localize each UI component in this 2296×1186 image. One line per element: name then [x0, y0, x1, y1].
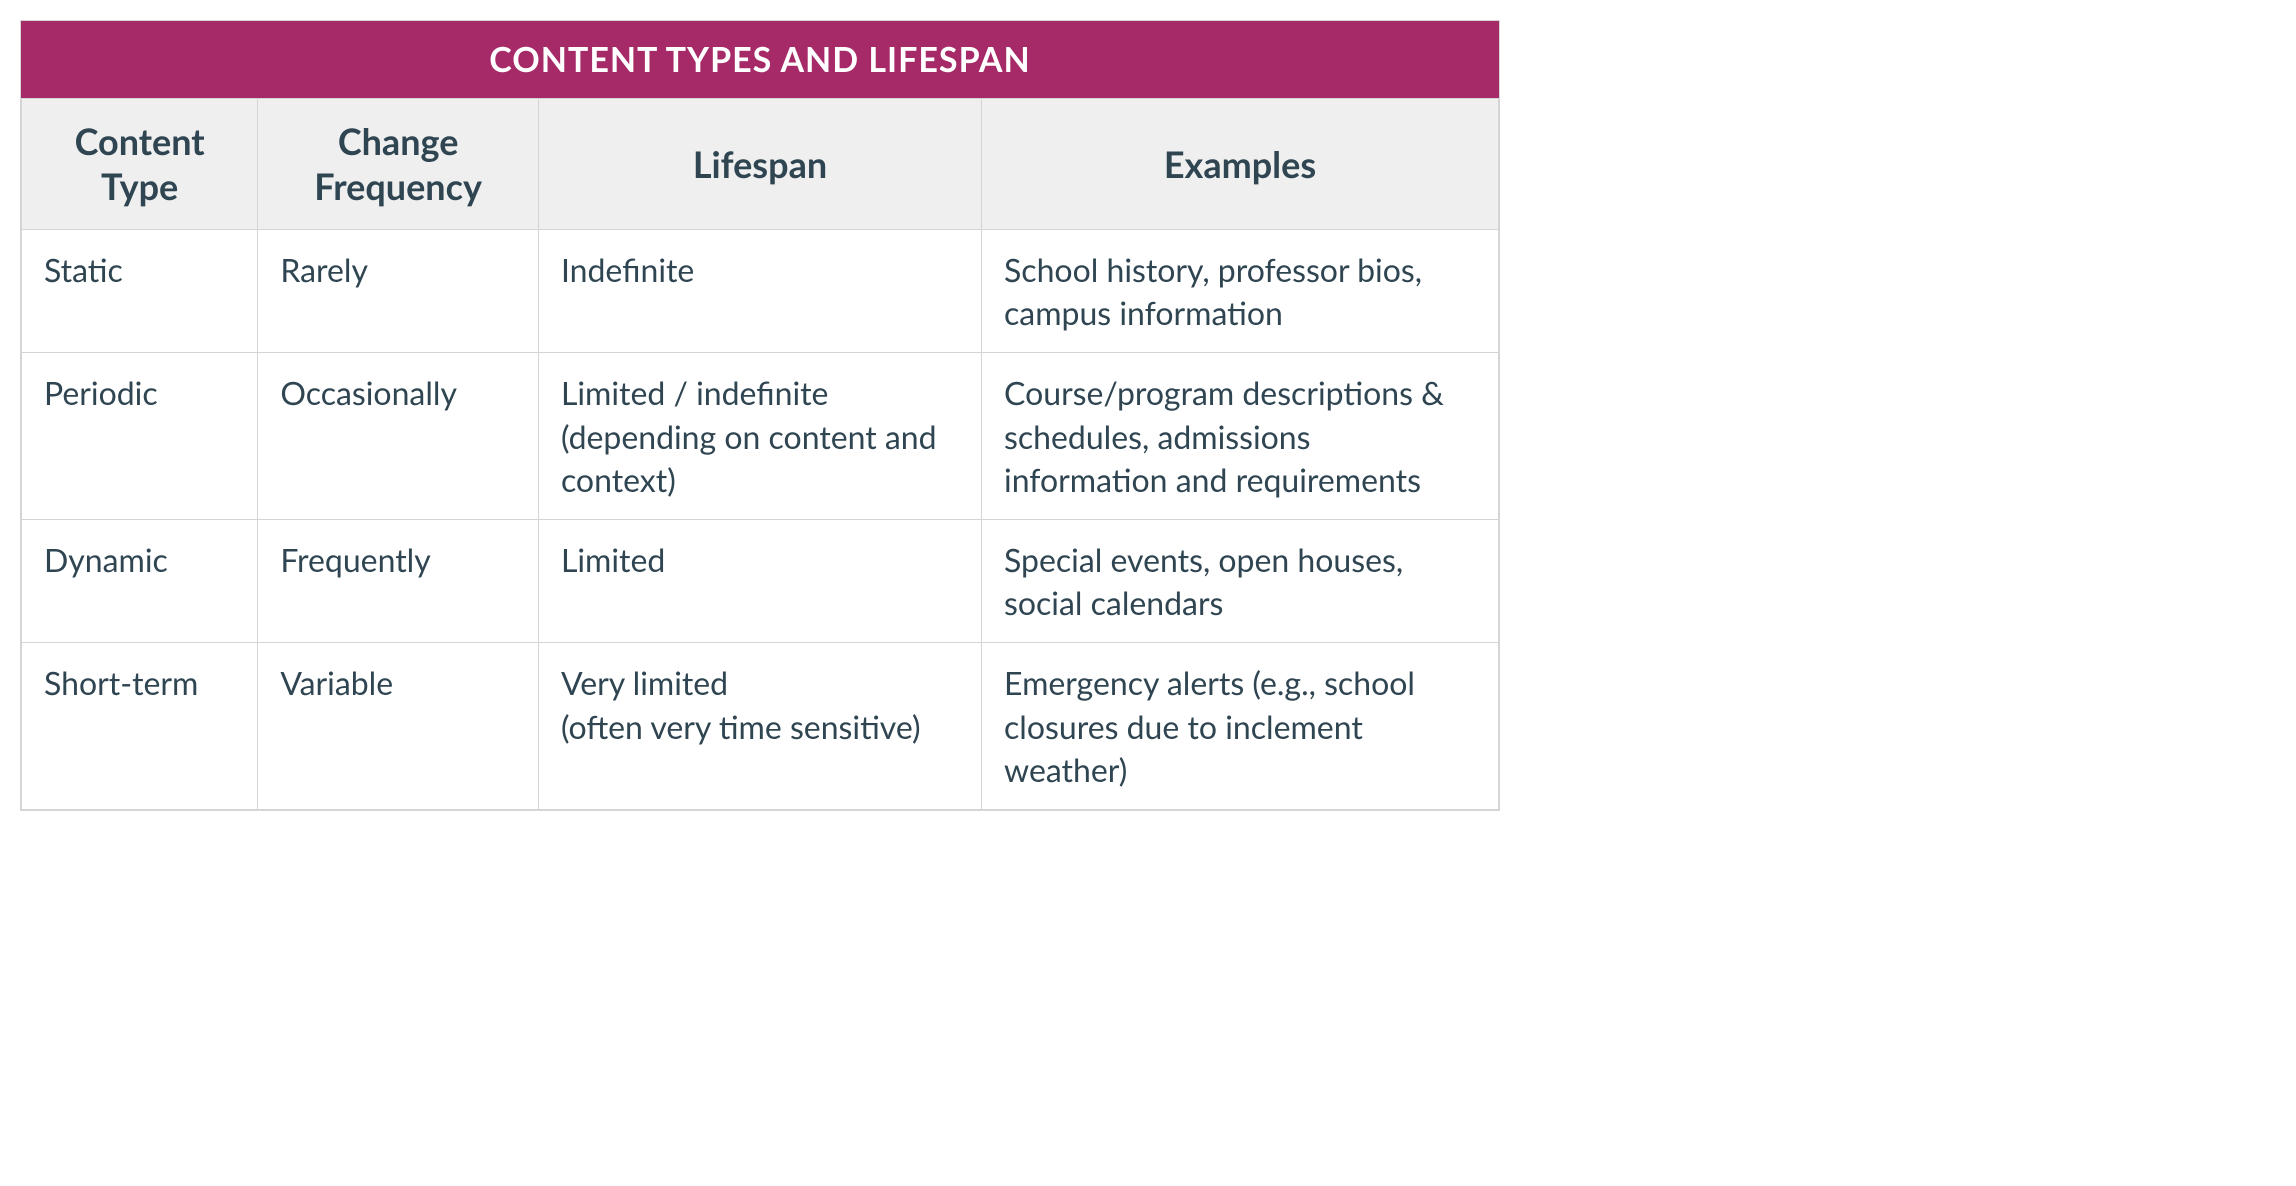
table-header-row: Content Type Change Frequency Lifespan E… — [22, 99, 1499, 230]
cell-examples: Emergency alerts (e.g., school closures … — [982, 643, 1499, 810]
cell-change-frequency: Variable — [258, 643, 539, 810]
table-row: Dynamic Frequently Limited Special event… — [22, 519, 1499, 642]
cell-lifespan: Limited / indefinite (depending on conte… — [538, 353, 981, 520]
cell-lifespan: Very limited(often very time sensitive) — [538, 643, 981, 810]
cell-lifespan: Indefinite — [538, 230, 981, 353]
col-header-change-frequency: Change Frequency — [258, 99, 539, 230]
cell-examples: School history, professor bios, campus i… — [982, 230, 1499, 353]
table-row: Static Rarely Indefinite School history,… — [22, 230, 1499, 353]
table-row: Periodic Occasionally Limited / indefini… — [22, 353, 1499, 520]
col-header-examples: Examples — [982, 99, 1499, 230]
cell-examples: Course/program descriptions & schedules,… — [982, 353, 1499, 520]
cell-content-type: Short-term — [22, 643, 258, 810]
cell-content-type: Static — [22, 230, 258, 353]
cell-examples: Special events, open houses, social cale… — [982, 519, 1499, 642]
cell-content-type: Periodic — [22, 353, 258, 520]
table-body: Content Type Change Frequency Lifespan E… — [21, 98, 1499, 810]
col-header-lifespan: Lifespan — [538, 99, 981, 230]
cell-change-frequency: Rarely — [258, 230, 539, 353]
table-row: Short-term Variable Very limited(often v… — [22, 643, 1499, 810]
content-types-table: CONTENT TYPES AND LIFESPAN Content Type … — [20, 20, 1500, 811]
cell-content-type: Dynamic — [22, 519, 258, 642]
cell-lifespan: Limited — [538, 519, 981, 642]
table-title: CONTENT TYPES AND LIFESPAN — [21, 21, 1499, 98]
cell-change-frequency: Occasionally — [258, 353, 539, 520]
cell-change-frequency: Frequently — [258, 519, 539, 642]
col-header-content-type: Content Type — [22, 99, 258, 230]
